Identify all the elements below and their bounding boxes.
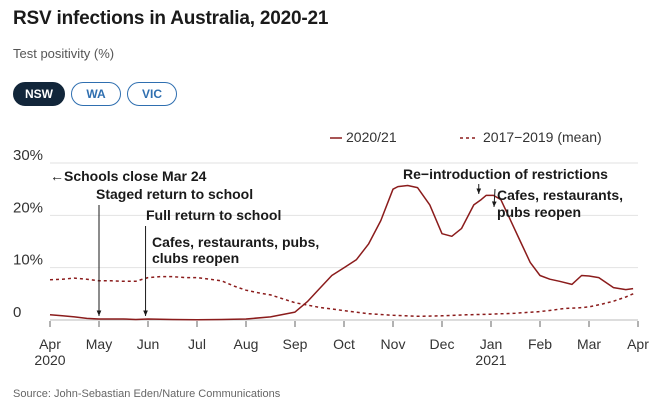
line-chart: 30% 20% 10% 0 Apr May Jun Jul Aug Sep Oct Nov Dec Jan… (13, 129, 649, 368)
annotation-arrowhead (476, 188, 482, 194)
chart-subtitle: Test positivity (%) (13, 46, 115, 61)
x-tick-label: Oct (333, 336, 355, 352)
x-tick-label: Jan (480, 336, 503, 352)
x-tick-label: Jun (137, 336, 160, 352)
annotation-cafes-reopen-2020-line2: clubs reopen (152, 250, 239, 266)
x-year-label: 2021 (475, 352, 506, 368)
y-tick-label: 20% (13, 199, 43, 216)
y-tick-label: 10% (13, 252, 43, 269)
annotation-schools-close: ←Schools close Mar 24 (50, 168, 207, 184)
annotation-restrictions: Re−introduction of restrictions (403, 166, 608, 182)
x-tick-label: Mar (577, 336, 601, 352)
y-tick-label: 0 (13, 304, 21, 321)
annotation-arrowhead (491, 201, 497, 207)
x-tick-label: Dec (430, 336, 455, 352)
annotation-cafes-reopen-2021-line2: pubs reopen (497, 204, 581, 220)
tab-nsw[interactable]: NSW (13, 82, 65, 106)
y-tick-label: 30% (13, 147, 43, 164)
x-tick-label: Feb (528, 336, 552, 352)
region-tabs: NSW WA VIC (13, 82, 177, 106)
x-tick-label: Sep (283, 336, 308, 352)
annotation-cafes-reopen-2021: Cafes, restaurants, (497, 187, 623, 203)
tab-wa[interactable]: WA (71, 82, 121, 106)
x-tick-label: Apr (39, 336, 61, 352)
x-tick-label: Aug (234, 336, 259, 352)
tab-vic[interactable]: VIC (127, 82, 177, 106)
series-line-mean (49, 275, 636, 318)
x-year-label: 2020 (34, 352, 65, 368)
x-tick-label: Jul (188, 336, 206, 352)
legend-label: 2017−2019 (mean) (483, 129, 602, 145)
annotation-cafes-reopen-2020: Cafes, restaurants, pubs, (152, 234, 319, 250)
series-line-2020 (49, 184, 634, 321)
annotation-arrowhead (96, 310, 102, 316)
chart-title: RSV infections in Australia, 2020-21 (13, 8, 329, 29)
annotation-full-return: Full return to school (146, 207, 281, 223)
annotation-arrowhead (143, 310, 148, 316)
annotation-staged-return: Staged return to school (96, 186, 253, 202)
x-tick-label: Apr (627, 336, 649, 352)
x-tick-label: Nov (381, 336, 406, 352)
source-note: Source: John-Sebastian Eden/Nature Commu… (13, 388, 281, 400)
legend-label: 2020/21 (346, 129, 397, 145)
x-tick-label: May (86, 336, 112, 352)
